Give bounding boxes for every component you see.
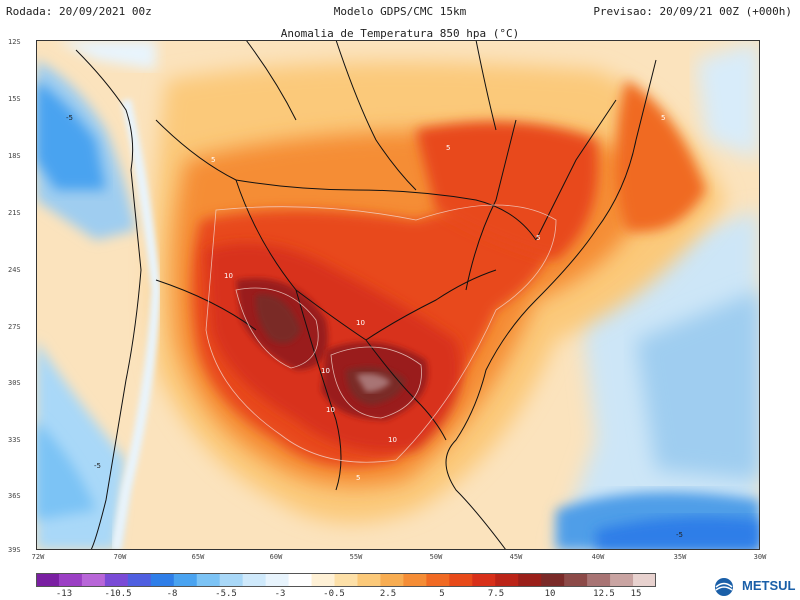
lon-label: 50W <box>429 553 443 561</box>
colorbar-swatch <box>403 573 427 587</box>
colorbar-tick-label: 15 <box>630 589 642 599</box>
map-title: Anomalia de Temperatura 850 hpa (°C) <box>280 27 520 40</box>
metsul-logo-icon <box>715 578 733 596</box>
forecast-label: Previsao: 20/09/21 00Z (+000h) <box>593 5 792 18</box>
colorbar-tick-label: 7.5 <box>487 589 505 599</box>
colorbar-tick-label: 5 <box>439 589 445 599</box>
colorbar-swatch <box>58 573 83 587</box>
lat-label: 21S <box>8 209 21 217</box>
contour-label: 5 <box>446 144 450 152</box>
colorbar-tick-label: 12.5 <box>593 589 615 599</box>
colorbar-swatch <box>449 573 473 587</box>
contour-label: -5 <box>676 531 683 539</box>
lat-label: 33S <box>8 436 21 444</box>
contour-label: 10 <box>356 319 365 327</box>
run-label: Rodada: 20/09/2021 00z <box>6 5 152 18</box>
colorbar-swatch <box>196 573 221 587</box>
colorbar-swatch <box>633 573 656 587</box>
lon-label: 35W <box>673 553 687 561</box>
colorbar-swatch <box>36 573 60 587</box>
colorbar-swatch <box>541 573 565 587</box>
lon-label: 55W <box>349 553 363 561</box>
colorbar-tick-label: 10 <box>544 589 556 599</box>
colorbar <box>36 573 656 587</box>
colorbar-swatch <box>587 573 611 587</box>
model-label: Modelo GDPS/CMC 15km <box>333 5 467 18</box>
lon-label: 72W <box>31 553 45 561</box>
contour-label: 5 <box>661 114 665 122</box>
contour-label: 10 <box>388 436 397 444</box>
colorbar-swatch <box>150 573 175 587</box>
colorbar-swatch <box>219 573 244 587</box>
colorbar-tick-label: -5.5 <box>215 589 237 599</box>
lat-label: 15S <box>8 95 21 103</box>
lat-label: 24S <box>8 266 21 274</box>
colorbar-tick-label: -13 <box>55 589 73 599</box>
colorbar-swatch <box>288 573 313 587</box>
contour-label: -5 <box>66 114 73 122</box>
colorbar-swatch <box>127 573 152 587</box>
colorbar-tick-label: 2.5 <box>379 589 397 599</box>
colorbar-swatch <box>265 573 290 587</box>
temperature-anomaly-map: 5 5 5 5 5 10 10 10 10 10 -5 -5 -5 <box>36 40 760 550</box>
colorbar-swatch <box>472 573 496 587</box>
metsul-logo: METSUL <box>742 578 796 593</box>
contour-label: 10 <box>224 272 233 280</box>
colorbar-tick-label: -3 <box>274 589 286 599</box>
lon-label: 65W <box>191 553 205 561</box>
colorbar-tick-label: -0.5 <box>323 589 345 599</box>
colorbar-swatch <box>610 573 634 587</box>
colorbar-swatch <box>242 573 267 587</box>
lat-label: 36S <box>8 492 21 500</box>
colorbar-tick-label: -10.5 <box>104 589 132 599</box>
colorbar-swatch <box>564 573 588 587</box>
contour-label: 10 <box>326 406 335 414</box>
colorbar-swatch <box>173 573 198 587</box>
lon-label: 70W <box>113 553 127 561</box>
lon-label: 45W <box>509 553 523 561</box>
colorbar-tick-label: -8 <box>166 589 178 599</box>
lat-label: 12S <box>8 38 21 46</box>
contour-label: 5 <box>536 234 540 242</box>
lon-label: 40W <box>591 553 605 561</box>
contour-label: 5 <box>211 156 215 164</box>
colorbar-swatch <box>380 573 404 587</box>
colorbar-swatch <box>518 573 542 587</box>
colorbar-swatch <box>81 573 106 587</box>
colorbar-swatch <box>357 573 381 587</box>
lat-label: 30S <box>8 379 21 387</box>
contour-label: -5 <box>94 462 101 470</box>
lon-label: 60W <box>269 553 283 561</box>
lat-label: 39S <box>8 546 21 554</box>
lat-label: 18S <box>8 152 21 160</box>
colorbar-swatch <box>334 573 358 587</box>
lat-label: 27S <box>8 323 21 331</box>
lon-label: 30W <box>753 553 767 561</box>
colorbar-swatch <box>495 573 519 587</box>
colorbar-swatch <box>104 573 129 587</box>
contour-label: 10 <box>321 367 330 375</box>
colorbar-swatch <box>426 573 450 587</box>
colorbar-swatch <box>311 573 336 587</box>
contour-label: 5 <box>356 474 360 482</box>
